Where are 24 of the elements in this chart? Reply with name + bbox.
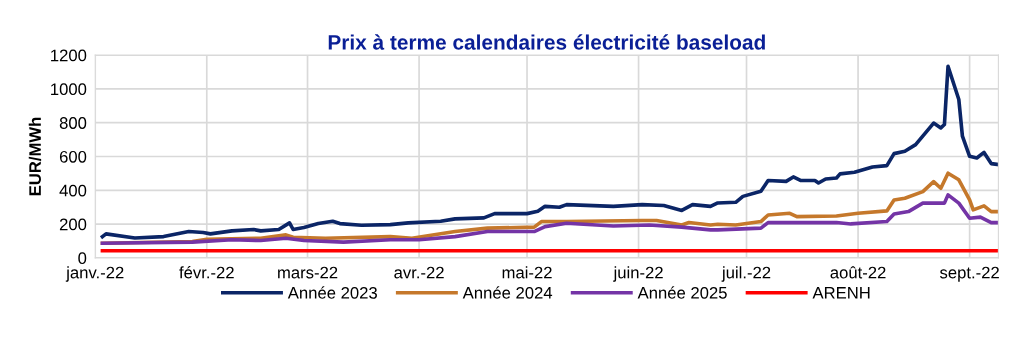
x-tick-label: janv.-22 [65, 266, 124, 282]
y-tick-label: 800 [59, 117, 87, 129]
legend-label: Année 2025 [637, 286, 727, 299]
line-series [100, 64, 999, 240]
x-tick-label: avr.-22 [394, 266, 444, 279]
line-series [100, 193, 999, 245]
legend-label: ARENH [812, 287, 870, 299]
legend-label: Année 2024 [462, 286, 553, 299]
y-axis-title: EUR/MWh [28, 117, 42, 196]
y-tick-label: 400 [59, 184, 87, 197]
x-tick-label: juil.-22 [721, 266, 771, 282]
x-tick-label: juin-22 [613, 266, 663, 282]
y-tick-label: 0 [78, 252, 87, 265]
x-tick-label: sept.-22 [939, 266, 999, 282]
chart-title: Prix à terme calendaires électricité baseload [328, 34, 765, 50]
y-tick-label: 1000 [51, 83, 87, 96]
y-tick-label: 200 [59, 218, 87, 231]
y-tick-label: 1200 [51, 49, 87, 62]
x-tick-label: mars-22 [278, 266, 338, 279]
y-tick-label: 600 [59, 150, 87, 163]
x-tick-label: août-22 [830, 266, 886, 279]
x-tick-label: févr.-22 [179, 266, 234, 279]
x-tick-label: mai-22 [502, 266, 552, 279]
legend-label: Année 2023 [287, 286, 377, 299]
